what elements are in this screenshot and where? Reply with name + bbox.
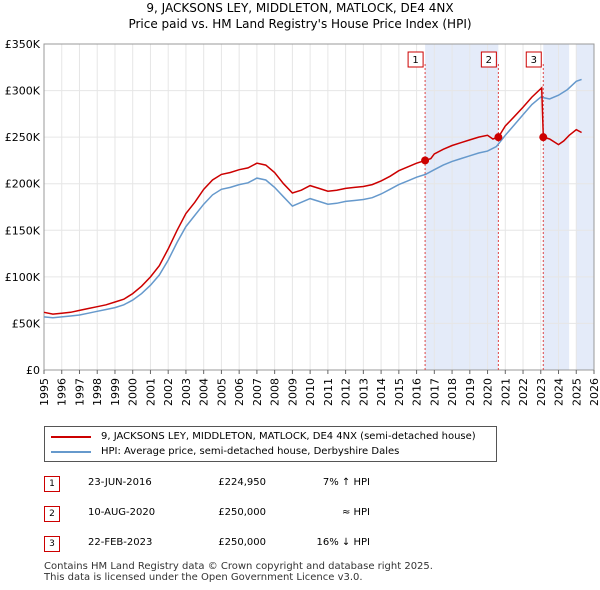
x-tick-label: 1996 (56, 378, 69, 406)
x-tick-label: 2011 (322, 378, 335, 406)
sale-point (421, 156, 430, 165)
x-tick-label: 1995 (38, 378, 51, 406)
x-tick-label: 2003 (180, 378, 193, 406)
sale-date: 10-AUG-2020 (88, 507, 156, 518)
x-tick-label: 2008 (269, 378, 282, 406)
x-tick-label: 1998 (91, 378, 104, 406)
x-tick-label: 2020 (482, 378, 495, 406)
title-line-1: 9, JACKSONS LEY, MIDDLETON, MATLOCK, DE4… (146, 1, 454, 15)
sale-label-number: 2 (486, 55, 492, 66)
price-chart: £0 £50K £100K £150K £200K £250K £300K £350K 1995… (5, 38, 600, 406)
x-tick-label: 2015 (393, 378, 406, 406)
chart-title: 9, JACKSONS LEY, MIDDLETON, MATLOCK, DE4… (0, 0, 600, 32)
y-tick-label: £300K (5, 85, 41, 98)
property-price-line (43, 86, 582, 315)
x-tick-label: 2002 (162, 378, 175, 406)
x-tick-label: 2006 (233, 378, 246, 406)
x-tick-label: 2021 (499, 378, 512, 406)
sale-point (494, 133, 503, 142)
title-line-2: Price paid vs. HM Land Registry's House … (128, 17, 472, 31)
x-tick-label: 2024 (553, 378, 566, 406)
x-tick-label: 2000 (127, 378, 140, 406)
x-tick-label: 2010 (304, 378, 317, 406)
x-tick-label: 1997 (73, 378, 86, 406)
y-tick-label: £0 (26, 364, 40, 377)
shaded-period (576, 44, 594, 370)
sale-price: £224,950 (218, 477, 266, 488)
sale-point (539, 133, 548, 142)
sale-price: £250,000 (218, 537, 266, 548)
hpi-line (43, 78, 582, 319)
x-tick-label: 2012 (340, 378, 353, 406)
x-tick-label: 2023 (535, 378, 548, 406)
plot-area (44, 44, 594, 370)
sale-hpi-comparison: ≈ HPI (341, 507, 370, 518)
x-tick-label: 2019 (464, 378, 477, 406)
shaded-period (543, 44, 570, 370)
y-tick-label: £100K (5, 271, 41, 284)
y-tick-label: £250K (5, 131, 41, 144)
y-tick-label: £200K (5, 178, 41, 191)
legend-label-property: 9, JACKSONS LEY, MIDDLETON, MATLOCK, DE4… (101, 431, 476, 442)
legend-swatch-hpi (51, 451, 91, 453)
sale-number-badge: 2 (44, 506, 60, 522)
plot-frame (43, 43, 595, 371)
x-tick-label: 1999 (109, 378, 122, 406)
x-tick-label: 2014 (375, 378, 388, 406)
sale-hpi-comparison: 16% ↓ HPI (316, 537, 370, 548)
sale-label-box (480, 51, 497, 68)
y-tick-label: £150K (5, 224, 41, 237)
x-tick-label: 2018 (446, 378, 459, 406)
x-tick-label: 2001 (144, 378, 157, 406)
legend-swatch-property (51, 436, 91, 438)
legend: 9, JACKSONS LEY, MIDDLETON, MATLOCK, DE4… (44, 426, 497, 462)
x-tick-label: 2013 (357, 378, 370, 406)
legend-label-hpi: HPI: Average price, semi-detached house,… (101, 446, 400, 457)
x-tick-label: 2017 (428, 378, 441, 406)
sale-label-box (525, 51, 542, 68)
shaded-period (425, 44, 499, 370)
x-tick-label: 2025 (570, 378, 583, 406)
x-tick-label: 2004 (198, 378, 211, 406)
x-tick-label: 2016 (411, 378, 424, 406)
sale-row: 3 22-FEB-2023 £250,000 16% ↓ HPI (0, 534, 600, 554)
y-tick-label: £350K (5, 38, 41, 51)
footer-licence: This data is licensed under the Open Gov… (44, 572, 363, 583)
x-tick-label: 2026 (588, 378, 600, 406)
footer: Contains HM Land Registry data © Crown c… (44, 561, 433, 583)
sale-label-box (407, 51, 424, 68)
x-tick-label: 2007 (251, 378, 264, 406)
sale-number-badge: 1 (44, 476, 60, 492)
y-tick-label: £50K (12, 317, 41, 330)
sale-date: 22-FEB-2023 (88, 537, 153, 548)
sale-price: £250,000 (218, 507, 266, 518)
sale-number-badge: 3 (44, 536, 60, 552)
sale-row: 1 23-JUN-2016 £224,950 7% ↑ HPI (0, 474, 600, 494)
sale-label-number: 1 (412, 55, 418, 66)
sale-label-number: 3 (531, 55, 537, 66)
sale-date: 23-JUN-2016 (88, 477, 152, 488)
sale-hpi-comparison: 7% ↑ HPI (322, 477, 370, 488)
footer-copyright: Contains HM Land Registry data © Crown c… (44, 561, 433, 572)
x-tick-label: 2022 (517, 378, 530, 406)
x-tick-label: 2005 (215, 378, 228, 406)
x-tick-label: 2009 (286, 378, 299, 406)
sale-row: 2 10-AUG-2020 £250,000 ≈ HPI (0, 504, 600, 524)
